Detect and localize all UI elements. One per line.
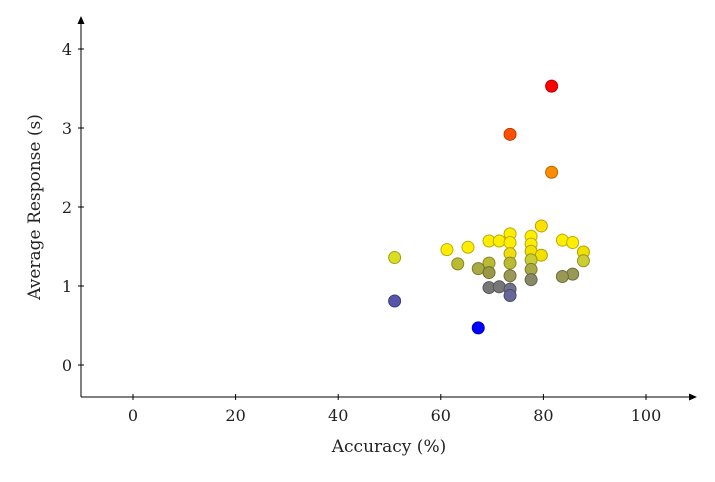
y-tick-label: 1 [62, 277, 72, 296]
data-point [534, 219, 548, 233]
data-point [545, 165, 559, 179]
x-tick-label: 60 [431, 406, 451, 425]
x-tick-label: 0 [128, 406, 138, 425]
data-point [451, 257, 465, 271]
data-point [482, 266, 496, 280]
data-point [388, 251, 402, 265]
data-point [492, 234, 506, 248]
x-tick-label: 100 [631, 406, 662, 425]
data-point [503, 127, 517, 141]
data-point [524, 273, 538, 287]
x-axis-arrow [689, 393, 697, 401]
data-point [440, 243, 454, 257]
y-tick-label: 3 [62, 119, 72, 138]
x-tick-label: 80 [533, 406, 553, 425]
y-axis-title: Average Response (s) [25, 114, 45, 301]
data-point [503, 288, 517, 302]
x-tick-label: 20 [225, 406, 245, 425]
data-point [471, 262, 485, 276]
data-point [471, 321, 485, 335]
y-tick-label: 4 [62, 40, 72, 59]
data-point [503, 236, 517, 250]
data-point [555, 270, 569, 284]
y-axis-arrow [77, 16, 85, 24]
data-points [388, 79, 590, 335]
y-tick-label: 0 [62, 356, 72, 375]
axes [77, 16, 697, 401]
data-point [545, 79, 559, 93]
data-point [566, 236, 580, 250]
data-point [503, 269, 517, 283]
y-tick-label: 2 [62, 198, 72, 217]
x-axis-title: Accuracy (%) [331, 437, 446, 457]
data-point [576, 254, 590, 268]
data-point [461, 240, 475, 254]
data-point [503, 256, 517, 270]
x-tick-label: 40 [328, 406, 348, 425]
x-ticks: 0 20 40 60 80 100 [128, 394, 661, 425]
y-ticks: 0 1 2 3 4 [62, 40, 84, 375]
data-point [492, 280, 506, 294]
data-point [388, 294, 402, 308]
